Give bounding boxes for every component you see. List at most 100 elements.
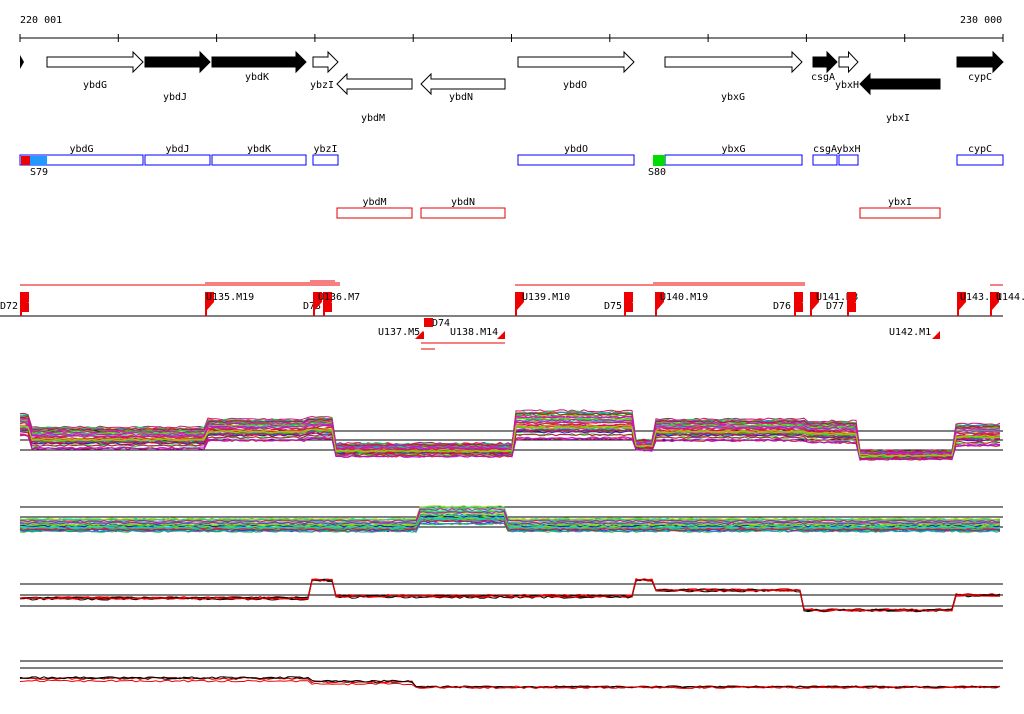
feature-label: ybdK [247,144,271,155]
feature-box [664,154,803,166]
segment-flag [655,292,664,316]
segment-flag [415,316,423,339]
segment-flag [957,292,966,316]
feature-box [517,154,635,166]
expression-trace [19,505,1001,521]
feature-label: ybxH [836,144,860,155]
expression-trace [19,508,1000,523]
gene-label: ybdG [83,80,107,91]
expression-trace [19,510,1000,525]
expression-trace [19,418,1001,456]
segment-label: D77 [826,301,844,312]
feature-label: ybdN [451,197,475,208]
gene-arrow [838,50,859,74]
segment-label: U143.M1 [960,292,1002,303]
gene-arrow [312,50,339,74]
gene-label: ybxG [721,92,745,103]
gene-arrow [211,50,307,74]
feature-box [19,154,144,166]
gene-label: cypC [968,72,992,83]
feature-box [312,154,339,166]
gene-arrow [144,50,211,74]
feature-box [859,207,941,219]
feature-site [653,155,665,166]
ruler-end: 230 000 [960,15,1002,26]
segment-flag [932,316,940,339]
feature-label: ybdJ [165,144,189,155]
segment-flag [416,316,424,339]
feature-label: ybxI [888,197,912,208]
segment-block [847,303,856,312]
expression-trace [19,434,1001,461]
ruler-start: 220 001 [20,15,62,26]
gene-label: ybxH [835,80,859,91]
expression-trace [19,421,1001,456]
feature-label: ybdM [362,197,386,208]
segment-label: D74 [432,318,450,329]
expression-trace [20,412,1001,454]
segment-flag [497,316,505,339]
expression-trace [19,415,1001,455]
feature-label: ybdO [564,144,588,155]
feature-site [21,156,30,165]
gene-arrow [20,55,24,69]
segment-label: D73 [303,301,321,312]
feature-mark: S80 [648,167,666,178]
segment-flag [990,292,999,316]
feature-mark: S79 [30,167,48,178]
segment-block [424,318,433,327]
feature-label: cypC [968,144,992,155]
expression-trace [19,676,1001,689]
segment-label: D76 [773,301,791,312]
gene-label: ybdO [563,80,587,91]
segment-flag [313,292,322,316]
gene-arrow [46,50,144,74]
gene-arrow [336,72,413,96]
expression-trace [19,520,1001,532]
gene-arrow [956,50,1004,74]
segment-flag [205,292,214,316]
feature-box [336,207,413,219]
gene-label: ybdN [449,92,473,103]
feature-site [30,156,47,165]
gene-label: ybzI [310,80,334,91]
feature-label: ybzI [313,144,337,155]
segment-label: U136.M7 [318,292,360,303]
feature-box [144,154,211,166]
segment-flag [810,292,819,316]
segment-block [20,303,29,312]
expression-trace [19,578,1001,612]
gene-arrow [859,72,941,96]
gene-label: ybxI [886,113,910,124]
feature-box [838,154,859,166]
segment-label: U142.M1 [889,327,931,338]
feature-label: csgA [813,144,837,155]
segment-label: D75 [604,301,622,312]
segment-label: U135.M19 [206,292,254,303]
expression-trace [19,428,1001,459]
expression-trace [19,513,1001,527]
segment-flag [515,292,524,316]
segment-block [794,303,803,312]
segment-label: D72 [0,301,18,312]
gene-arrow [420,72,506,96]
feature-box [812,154,838,166]
segment-label: U140.M19 [660,292,708,303]
segment-block [323,303,332,312]
feature-box [211,154,307,166]
expression-trace [19,679,1001,690]
segment-label: U137.M5 [378,327,420,338]
feature-box [956,154,1004,166]
segment-label: U144. [996,292,1024,303]
gene-label: ybdK [245,72,269,83]
gene-label: csgA [811,72,835,83]
expression-trace [19,505,1001,522]
feature-label: ybxG [721,144,745,155]
gene-arrow [664,50,803,74]
expression-trace [19,518,1001,531]
segment-label: U139.M10 [522,292,570,303]
expression-trace [19,505,1001,521]
gene-label: ybdM [361,113,385,124]
feature-label: ybdG [69,144,93,155]
